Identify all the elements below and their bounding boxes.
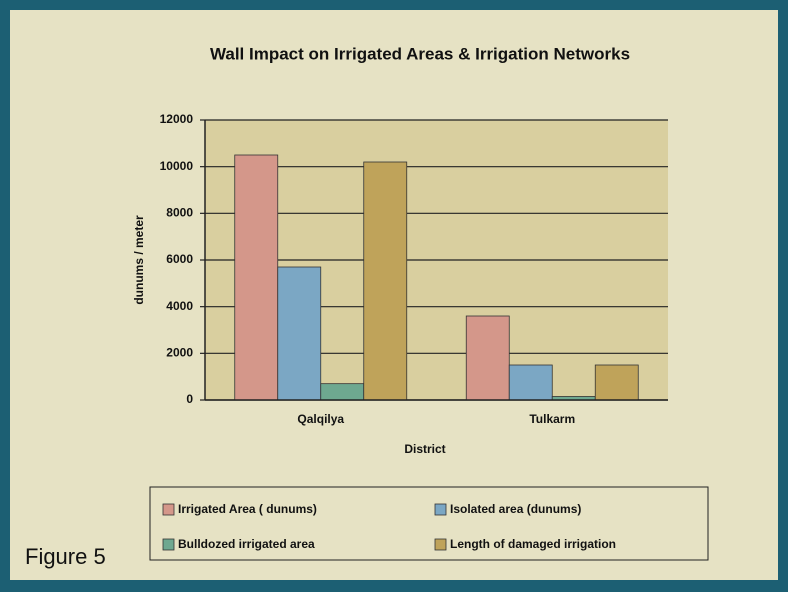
bar	[363, 161, 408, 401]
x-tick-label: Qalqilya	[297, 412, 344, 426]
legend-swatch	[162, 503, 175, 516]
legend-label: Bulldozed irrigated area	[178, 537, 315, 551]
y-tick-label: 2000	[166, 346, 193, 360]
legend-swatch	[162, 538, 175, 551]
bar	[234, 154, 279, 401]
x-tick-label: Tulkarm	[529, 412, 575, 426]
legend-label: Isolated area (dunums)	[450, 502, 581, 516]
x-axis-label: District	[404, 442, 445, 456]
legend-box	[149, 486, 709, 561]
y-tick-label: 4000	[166, 299, 193, 313]
bar	[594, 364, 639, 401]
bar	[277, 266, 322, 401]
legend-label: Length of damaged irrigation	[450, 537, 616, 551]
legend-swatch	[434, 503, 447, 516]
legend-swatch	[434, 538, 447, 551]
y-tick-label: 8000	[166, 206, 193, 220]
y-tick-label: 6000	[166, 252, 193, 266]
bar	[508, 364, 553, 401]
y-tick-label: 10000	[160, 159, 194, 173]
figure-caption: Figure 5	[25, 544, 106, 569]
chart-title: Wall Impact on Irrigated Areas & Irrigat…	[210, 44, 630, 63]
y-tick-label: 12000	[160, 112, 194, 126]
y-axis-label: dunums / meter	[132, 215, 146, 305]
y-tick-label: 0	[186, 392, 193, 406]
bar	[320, 383, 365, 401]
bar	[465, 315, 510, 401]
legend-label: Irrigated Area ( dunums)	[178, 502, 317, 516]
